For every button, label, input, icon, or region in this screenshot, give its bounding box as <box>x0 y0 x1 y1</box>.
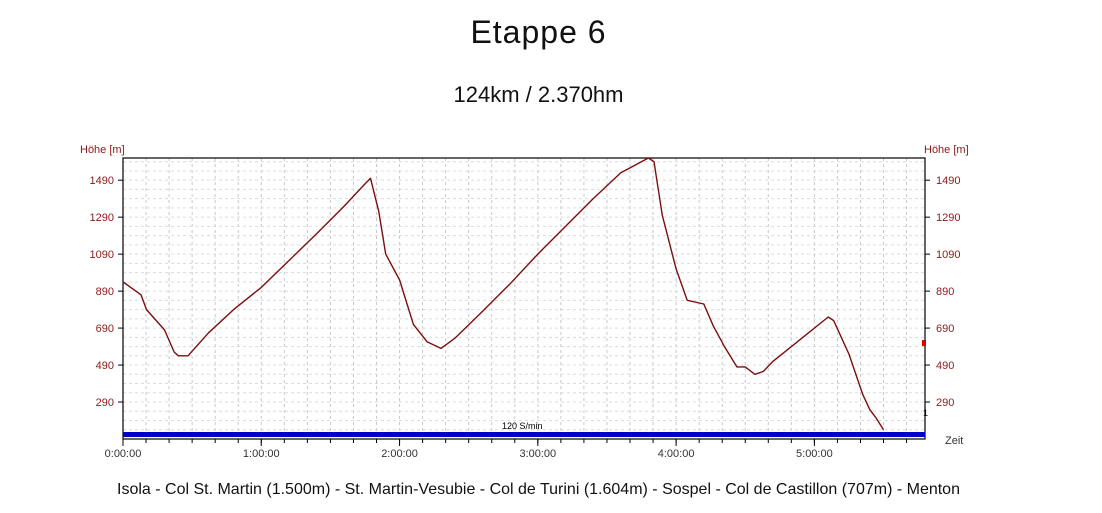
y-right-tick-label: 1490 <box>936 175 960 187</box>
y-axis-left: 290 490 690 890 1090 1290 1490 <box>90 175 123 409</box>
x-tick-label: 5:00:00 <box>796 448 833 460</box>
x-tick-label: 1:00:00 <box>243 448 280 460</box>
y-right-tick-label: 690 <box>936 323 954 335</box>
grid-lines <box>123 158 925 439</box>
x-axis-label: Zeit <box>945 435 963 447</box>
y-left-tick-label: 890 <box>96 286 114 298</box>
x-tick-label: 0:00:00 <box>105 448 142 460</box>
x-tick-label: 4:00:00 <box>658 448 695 460</box>
y-right-tick-label: 890 <box>936 286 954 298</box>
y-axis-right-label: Höhe [m] <box>924 144 969 156</box>
y-right-tick-label: 1290 <box>936 212 960 224</box>
y-right-tick-label: 490 <box>936 360 954 372</box>
chart-subtitle: 124km / 2.370hm <box>453 82 624 107</box>
chart-title: Etappe 6 <box>470 14 607 50</box>
y-left-tick-label: 1290 <box>90 212 114 224</box>
speed-band <box>123 432 925 437</box>
x-axis: 0:00:00 1:00:00 2:00:00 3:00:00 4:00:00 5:00:… <box>105 439 908 460</box>
y-left-tick-label: 690 <box>96 323 114 335</box>
y-axis-right: 290 490 690 890 1090 1290 1490 <box>925 175 960 409</box>
y-left-tick-label: 1090 <box>90 249 114 261</box>
elevation-line <box>122 157 885 431</box>
x-tick-label: 3:00:00 <box>519 448 556 460</box>
x-tick-label: 2:00:00 <box>381 448 418 460</box>
right-edge-marker <box>922 340 926 346</box>
y-right-tick-label: 290 <box>936 397 954 409</box>
right-edge-marker-label: 1 <box>923 408 928 418</box>
y-left-tick-label: 490 <box>96 360 114 372</box>
route-caption: Isola - Col St. Martin (1.500m) - St. Ma… <box>117 481 960 498</box>
y-left-tick-label: 1490 <box>90 175 114 187</box>
plot-frame <box>122 157 926 440</box>
y-left-tick-label: 290 <box>96 397 114 409</box>
y-right-tick-label: 1090 <box>936 249 960 261</box>
y-axis-left-label: Höhe [m] <box>80 144 125 156</box>
speed-band-label: 120 S/min <box>502 421 543 431</box>
